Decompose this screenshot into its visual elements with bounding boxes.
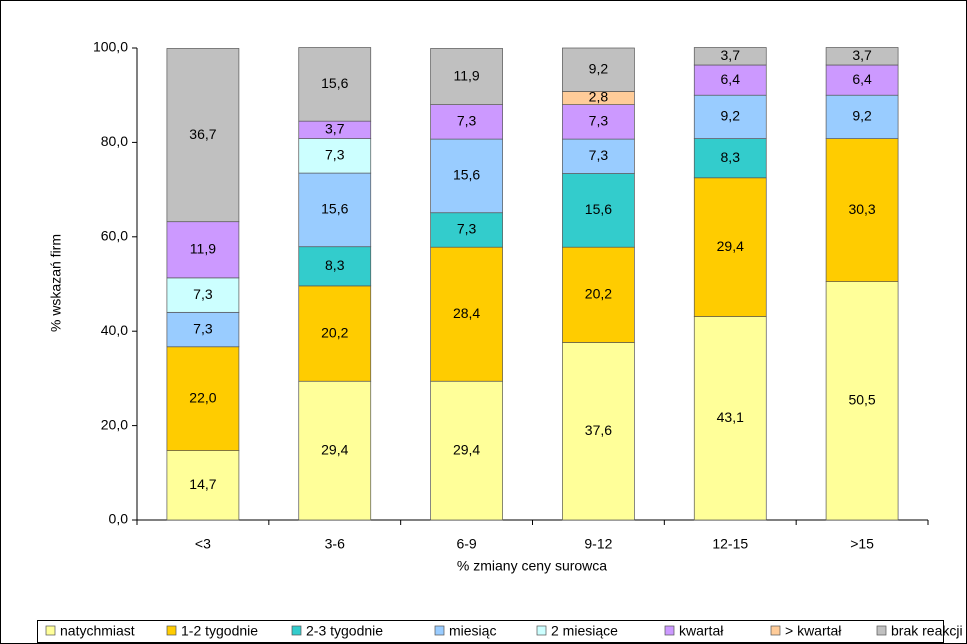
bar-segment	[693, 138, 767, 179]
legend-label: > kwartał	[785, 623, 842, 639]
data-label: 43,1	[717, 409, 744, 425]
data-label: 22,0	[189, 389, 216, 405]
bar-segment	[825, 281, 899, 521]
bar-segment	[298, 285, 372, 382]
bar-segment	[298, 380, 372, 521]
legend-swatch	[876, 625, 887, 636]
y-tick-label: 100,0	[93, 39, 128, 55]
data-label: 7,3	[589, 147, 609, 163]
data-label: 7,3	[325, 147, 345, 163]
legend-label: 1-2 tygodnie	[181, 623, 258, 639]
data-label: 15,6	[453, 167, 480, 183]
bar-segment	[430, 380, 503, 521]
x-tick-label: >15	[850, 536, 874, 552]
bar-segment	[562, 173, 635, 248]
y-tick-label: 60,0	[101, 228, 128, 244]
data-label: 7,3	[589, 113, 609, 129]
data-label: 29,4	[321, 441, 348, 457]
data-label: 9,2	[852, 108, 872, 124]
bar-segment	[298, 47, 372, 122]
data-label: 6,4	[852, 71, 872, 87]
bar-segment	[430, 246, 503, 382]
legend-swatch	[45, 625, 56, 636]
bar-segment	[166, 48, 240, 223]
bar-segment	[825, 138, 899, 282]
data-label: 7,3	[193, 286, 213, 302]
data-label: 15,6	[585, 201, 612, 217]
bar-segment	[430, 48, 503, 105]
legend-label: miesiąc	[449, 623, 496, 639]
y-tick-label: 40,0	[101, 322, 128, 338]
x-tick-label: 6-9	[456, 536, 476, 552]
legend-swatch	[770, 625, 781, 636]
bar-segment	[562, 138, 635, 174]
data-label: 20,2	[585, 286, 612, 302]
data-label: 50,5	[848, 392, 875, 408]
legend-box	[37, 620, 944, 643]
data-label: 14,7	[189, 476, 216, 492]
bar-segment	[166, 311, 240, 348]
bar-segment	[825, 94, 899, 139]
bar-segment	[825, 47, 899, 66]
data-label: 8,3	[721, 149, 741, 165]
bar-segment	[430, 212, 503, 248]
data-label: 36,7	[189, 126, 216, 142]
bar-segment	[693, 47, 767, 66]
x-tick-label: 12-15	[712, 536, 748, 552]
y-tick-label: 0,0	[109, 511, 129, 527]
legend-swatch	[291, 625, 302, 636]
data-label: 37,6	[585, 422, 612, 438]
bar-segment	[298, 172, 372, 248]
bar-segment	[562, 342, 635, 521]
bar-segment	[562, 104, 635, 140]
data-label: 3,7	[721, 47, 741, 63]
legend-label: natychmiast	[60, 623, 135, 639]
legend-swatch	[664, 625, 675, 636]
bar-segment	[166, 277, 240, 313]
x-tick-label: 3-6	[325, 536, 345, 552]
data-label: 29,4	[453, 441, 480, 457]
data-label: 15,6	[321, 75, 348, 91]
data-label: 28,4	[453, 305, 480, 321]
data-label: 9,2	[589, 60, 609, 76]
data-label: 15,6	[321, 201, 348, 217]
bar-segment	[430, 138, 503, 214]
data-label: 30,3	[848, 201, 875, 217]
data-label: 3,7	[325, 121, 345, 137]
y-tick-label: 20,0	[101, 416, 128, 432]
legend-label: 2-3 tygodnie	[306, 623, 383, 639]
x-tick-label: <3	[195, 536, 211, 552]
data-label: 7,3	[193, 320, 213, 336]
legend-label: brak reakcji	[891, 623, 963, 639]
legend-label: 2 miesiące	[551, 623, 618, 639]
bar-segment	[562, 246, 635, 343]
bar-segment	[693, 64, 767, 96]
x-tick-label: 9-12	[584, 536, 612, 552]
x-axis-title: % zmiany ceny surowca	[457, 558, 607, 574]
bar-segment	[298, 246, 372, 287]
legend-label: kwartał	[679, 623, 724, 639]
bar-segment	[430, 104, 503, 140]
bar-segment	[562, 47, 635, 92]
data-label: 7,3	[457, 221, 477, 237]
bar-segment	[693, 94, 767, 139]
data-label: 20,2	[321, 324, 348, 340]
data-label: 29,4	[717, 238, 744, 254]
bar-segment	[298, 138, 372, 174]
data-label: 11,9	[453, 67, 479, 83]
data-label: 6,4	[721, 71, 741, 87]
bar-segment	[166, 221, 240, 279]
data-label: 3,7	[852, 47, 872, 63]
legend-swatch	[166, 625, 177, 636]
y-tick-label: 80,0	[101, 133, 128, 149]
data-label: 8,3	[325, 257, 345, 273]
data-label: 2,8	[589, 89, 609, 105]
data-label: 9,2	[721, 108, 741, 124]
legend-swatch	[434, 625, 445, 636]
data-label: 7,3	[457, 113, 477, 129]
legend-swatch	[536, 625, 547, 636]
data-label: 11,9	[190, 240, 216, 256]
y-axis-title: % wskazań firm	[48, 234, 64, 332]
